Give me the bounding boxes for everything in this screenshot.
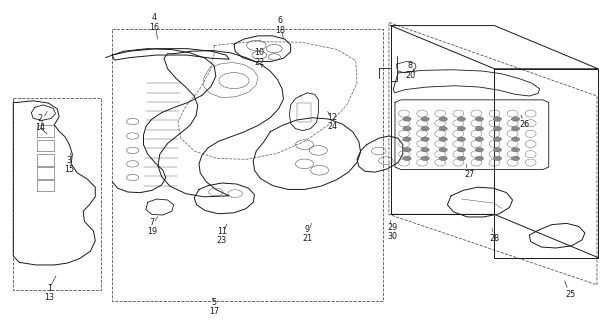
Text: 11
23: 11 23 (217, 227, 227, 245)
Circle shape (403, 137, 411, 141)
Text: 29
30: 29 30 (388, 223, 397, 241)
Circle shape (421, 117, 429, 121)
Circle shape (475, 117, 484, 121)
Circle shape (457, 126, 466, 131)
Circle shape (475, 137, 484, 141)
Circle shape (493, 148, 502, 152)
Circle shape (439, 137, 447, 141)
Circle shape (457, 156, 466, 161)
Circle shape (403, 156, 411, 161)
Circle shape (493, 156, 502, 161)
Text: 8
20: 8 20 (405, 61, 415, 80)
Circle shape (511, 137, 520, 141)
Circle shape (421, 137, 429, 141)
Circle shape (457, 117, 466, 121)
Circle shape (511, 126, 520, 131)
Circle shape (403, 148, 411, 152)
Circle shape (457, 137, 466, 141)
Text: 9
21: 9 21 (303, 225, 312, 244)
Text: 5
17: 5 17 (209, 298, 219, 316)
Text: 6
18: 6 18 (276, 16, 285, 35)
Circle shape (493, 137, 502, 141)
Circle shape (493, 126, 502, 131)
Circle shape (493, 117, 502, 121)
Text: 27: 27 (464, 170, 474, 179)
Text: 12
24: 12 24 (327, 113, 337, 132)
Circle shape (475, 126, 484, 131)
Circle shape (439, 126, 447, 131)
Circle shape (403, 117, 411, 121)
Circle shape (421, 126, 429, 131)
Text: 28: 28 (490, 234, 499, 243)
Text: 25: 25 (566, 290, 575, 299)
Circle shape (439, 156, 447, 161)
Circle shape (439, 148, 447, 152)
Circle shape (457, 148, 466, 152)
Circle shape (475, 156, 484, 161)
Circle shape (511, 156, 520, 161)
Circle shape (439, 117, 447, 121)
Circle shape (421, 156, 429, 161)
Text: 4
16: 4 16 (149, 13, 159, 32)
Text: 26: 26 (520, 120, 529, 129)
Circle shape (511, 117, 520, 121)
Circle shape (421, 148, 429, 152)
Circle shape (475, 148, 484, 152)
Text: 10
22: 10 22 (254, 48, 264, 67)
Circle shape (511, 148, 520, 152)
Text: 2
14: 2 14 (36, 114, 45, 132)
Text: 1
13: 1 13 (45, 284, 54, 302)
Text: 7
19: 7 19 (147, 218, 157, 236)
Text: 3
15: 3 15 (65, 156, 74, 174)
Circle shape (403, 126, 411, 131)
